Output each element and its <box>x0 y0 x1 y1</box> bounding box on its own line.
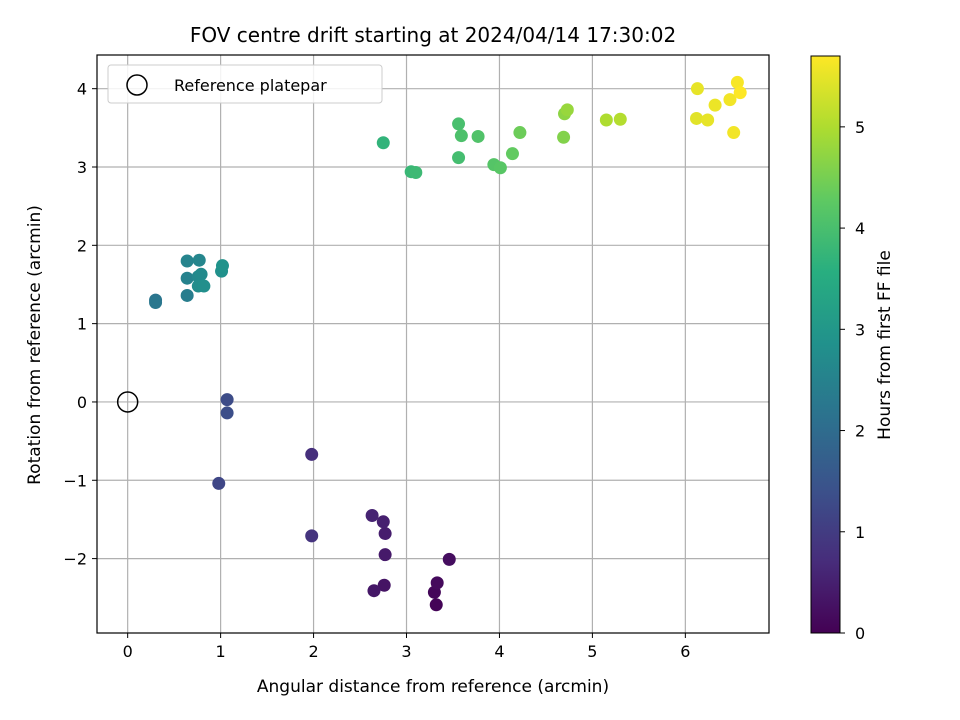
colorbar-tick-label: 5 <box>855 118 865 137</box>
data-point <box>733 86 747 100</box>
data-point <box>215 259 229 273</box>
data-point <box>701 113 715 127</box>
data-point <box>454 129 468 143</box>
legend-label-reference: Reference platepar <box>174 76 327 95</box>
colorbar-tick-label: 4 <box>855 219 865 238</box>
data-point <box>430 576 444 590</box>
colorbar-label: Hours from first FF file <box>875 250 895 440</box>
data-point <box>429 598 443 612</box>
plot-area-frame <box>96 54 770 634</box>
data-point <box>220 393 234 407</box>
data-point <box>180 271 194 285</box>
data-point <box>613 112 627 126</box>
data-point <box>452 151 466 165</box>
chart-title: FOV centre drift starting at 2024/04/14 … <box>190 23 676 47</box>
data-point <box>690 111 704 125</box>
y-tick-label: 0 <box>77 393 87 412</box>
reference-platepar-marker <box>116 391 139 413</box>
data-point <box>560 103 574 117</box>
data-point <box>727 126 741 140</box>
data-point <box>513 126 527 140</box>
scatter-points <box>116 75 747 612</box>
x-axis-label: Angular distance from reference (arcmin) <box>257 677 609 697</box>
data-point <box>194 267 208 281</box>
data-point <box>599 113 613 127</box>
y-axis-label: Rotation from reference (arcmin) <box>25 205 45 485</box>
data-point <box>690 82 704 96</box>
data-point <box>378 527 392 541</box>
data-point <box>409 165 423 179</box>
data-point <box>557 130 571 144</box>
data-point <box>305 447 319 461</box>
colorbar-tick-label: 1 <box>855 523 865 542</box>
colorbar-gradient <box>810 55 841 634</box>
y-tick-label: 3 <box>77 158 87 177</box>
y-tick-label: −2 <box>63 550 87 569</box>
legend-box <box>107 64 383 104</box>
y-tick-label: 2 <box>77 236 87 255</box>
data-point <box>149 295 163 309</box>
data-point <box>376 136 390 150</box>
colorbar-ticks: 0 1 2 3 4 5 <box>840 118 865 643</box>
data-point <box>493 161 507 175</box>
x-tick-label: 1 <box>216 642 226 661</box>
colorbar-tick-label: 0 <box>855 624 865 643</box>
data-point <box>471 129 485 143</box>
legend: Reference platepar <box>107 64 383 104</box>
x-tick-label: 0 <box>123 642 133 661</box>
x-tick-label: 5 <box>587 642 597 661</box>
data-point <box>305 529 319 543</box>
data-point <box>197 279 211 293</box>
data-point <box>378 548 392 562</box>
data-point <box>212 476 226 490</box>
y-tick-label: −1 <box>63 471 87 490</box>
data-point <box>365 509 379 523</box>
data-point <box>180 254 194 268</box>
legend-marker-reference <box>126 74 148 96</box>
x-tick-label: 3 <box>401 642 411 661</box>
colorbar-tick-label: 2 <box>855 422 865 441</box>
data-point <box>505 147 519 161</box>
axis-ticks: 0 1 2 3 4 5 6 −2 −1 0 1 2 3 4 <box>63 80 690 661</box>
data-point <box>180 288 194 302</box>
data-point <box>192 253 206 267</box>
x-tick-label: 2 <box>308 642 318 661</box>
data-point <box>220 406 234 420</box>
data-point <box>730 75 744 89</box>
y-tick-label: 4 <box>77 80 87 99</box>
data-point <box>377 578 391 592</box>
data-point <box>723 93 737 107</box>
data-point <box>452 117 466 131</box>
x-tick-label: 4 <box>494 642 504 661</box>
y-tick-label: 1 <box>77 315 87 334</box>
data-point <box>367 584 381 598</box>
data-point <box>442 552 456 566</box>
grid-lines <box>97 55 769 633</box>
colorbar: 0 1 2 3 4 5 Hours from first FF file <box>810 55 895 643</box>
x-tick-label: 6 <box>680 642 690 661</box>
data-point <box>376 515 390 529</box>
data-point <box>708 98 722 112</box>
colorbar-tick-label: 3 <box>855 320 865 339</box>
